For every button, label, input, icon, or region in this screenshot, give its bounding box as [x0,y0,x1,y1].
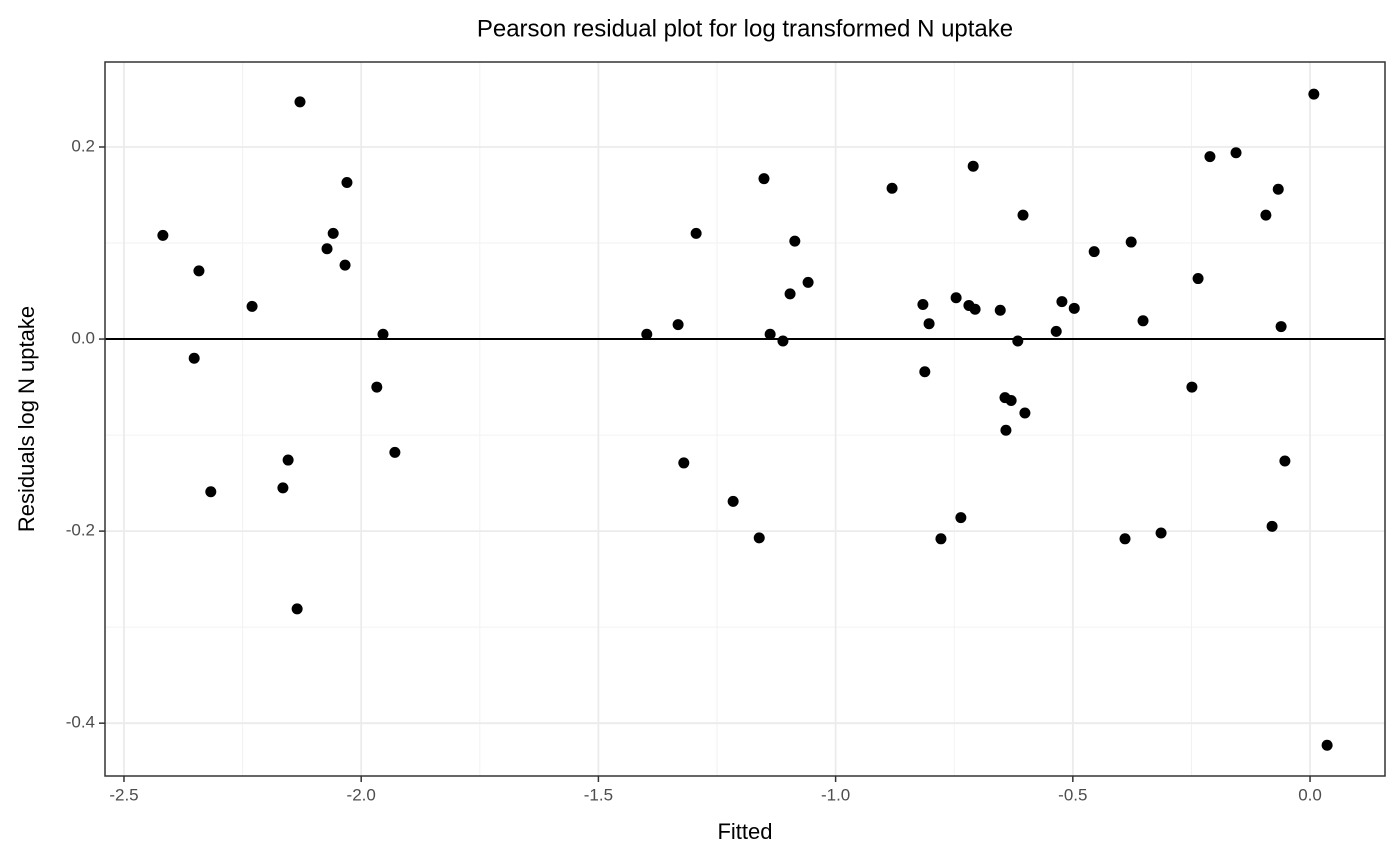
point [753,532,765,544]
point [157,229,169,241]
point [277,482,289,494]
x-tick-label: -2.0 [347,785,376,804]
point [1321,739,1333,751]
point [789,235,801,247]
point [777,335,789,347]
point [1119,533,1131,545]
point [193,265,205,277]
x-tick-label: -0.5 [1058,785,1087,804]
point [1068,302,1080,314]
point [678,457,690,469]
point [727,495,739,507]
point [758,173,770,185]
x-tick-label: -2.5 [109,785,138,804]
point [690,227,702,239]
point [1012,335,1024,347]
point [994,304,1006,316]
point [205,486,217,498]
point [389,446,401,458]
point [1230,147,1242,159]
point [764,328,776,340]
point [339,259,351,271]
point [377,328,389,340]
point [188,352,200,364]
point [1125,236,1137,248]
point [1017,209,1029,221]
point [294,96,306,108]
point [923,318,935,330]
point [1192,273,1204,285]
point [327,227,339,239]
point [1155,527,1167,539]
point [321,243,333,255]
point [1275,321,1287,333]
point [1005,395,1017,407]
point [1019,407,1031,419]
point [1308,88,1320,100]
point [919,366,931,378]
y-axis-label: Residuals log N uptake [14,306,39,532]
point [784,288,796,300]
point [967,160,979,172]
point [672,319,684,331]
y-tick-label: 0.0 [71,329,95,348]
point [917,298,929,310]
point [969,303,981,315]
point [1056,296,1068,308]
panel-border [104,61,1386,777]
chart-title: Pearson residual plot for log transforme… [477,15,1013,42]
point [1279,455,1291,467]
point [246,300,258,312]
point [950,292,962,304]
point [1266,520,1278,532]
point [641,328,653,340]
point [935,533,947,545]
y-tick-label: -0.4 [66,713,95,732]
point [1088,246,1100,258]
point [1272,183,1284,195]
point [1260,209,1272,221]
point [1186,381,1198,393]
point [1000,424,1012,436]
point [341,177,353,189]
point [1050,325,1062,337]
point [371,381,383,393]
x-tick-label: -1.5 [584,785,613,804]
y-tick-label: -0.2 [66,521,95,540]
x-tick-label: -1.0 [821,785,850,804]
y-tick-label: 0.2 [71,136,95,155]
x-tick-label: 0.0 [1298,785,1322,804]
point [282,454,294,466]
point [802,276,814,288]
x-axis-label: Fitted [717,819,772,844]
point [1204,151,1216,163]
point [955,512,967,524]
point [1137,315,1149,327]
point [886,182,898,194]
point [291,603,303,615]
